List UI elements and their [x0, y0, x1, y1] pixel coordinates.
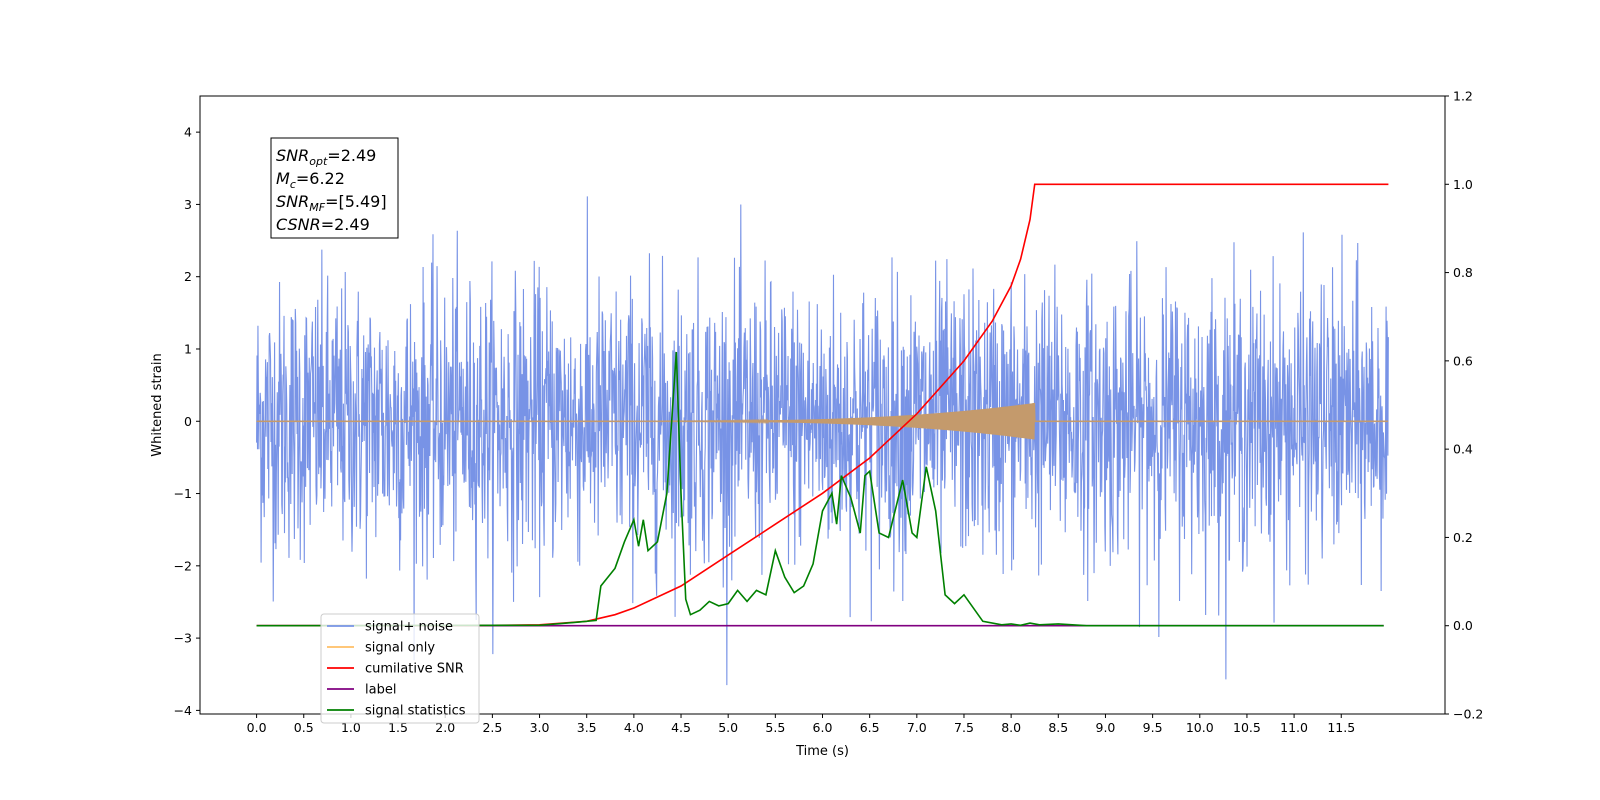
- x-tick-label: 9.5: [1143, 720, 1163, 735]
- y2-tick-label: 0.0: [1453, 618, 1473, 633]
- y2-tick-label: 1.0: [1453, 177, 1473, 192]
- y-tick-label: −2: [174, 558, 192, 573]
- y-tick-label: −3: [174, 631, 192, 646]
- x-tick-label: 8.0: [1001, 720, 1021, 735]
- legend-label: signal statistics: [365, 704, 466, 719]
- legend-label: signal+ noise: [365, 620, 453, 635]
- series-signal-plus-noise: [256, 196, 1389, 686]
- x-tick-label: 7.5: [954, 720, 974, 735]
- x-axis-label: Time (s): [795, 744, 849, 759]
- x-tick-label: 10.5: [1233, 720, 1261, 735]
- x-tick-label: 6.0: [813, 720, 833, 735]
- x-tick-label: 4.5: [671, 720, 691, 735]
- annotation-line: SNRMF=[5.49]: [276, 192, 387, 214]
- x-tick-label: 6.5: [860, 720, 880, 735]
- x-tick-label: 3.5: [577, 720, 597, 735]
- x-tick-label: 2.5: [482, 720, 502, 735]
- y-tick-label: 4: [184, 125, 192, 140]
- y2-tick-label: 0.2: [1453, 530, 1473, 545]
- y-tick-label: −4: [174, 703, 192, 718]
- y-tick-label: 3: [184, 197, 192, 212]
- x-tick-label: 3.0: [530, 720, 550, 735]
- y-axis-label: Whitened strain: [150, 353, 165, 456]
- series-signal-statistics: [256, 351, 1384, 627]
- y2-tick-label: 0.4: [1453, 442, 1473, 457]
- axes-frame: [199, 95, 1446, 715]
- legend: signal+ noise signal only cumilative SNR la…: [320, 613, 480, 724]
- annotation-frame: [270, 137, 399, 239]
- y2-tick-label: 0.6: [1453, 353, 1473, 368]
- x-tick-label: 11.0: [1280, 720, 1308, 735]
- x-tick-label: 1.5: [388, 720, 408, 735]
- x-tick-label: 10.0: [1186, 720, 1214, 735]
- y-tick-label: 0: [184, 414, 192, 429]
- annotation-line: SNRopt=2.49: [276, 146, 376, 168]
- x-tick-label: 9.0: [1096, 720, 1116, 735]
- annotation-line: Mc=6.22: [276, 169, 345, 191]
- x-tick-label: 7.0: [907, 720, 927, 735]
- legend-frame: [320, 613, 480, 724]
- x-tick-label: 0.0: [247, 720, 267, 735]
- x-tick-label: 2.0: [435, 720, 455, 735]
- y2-tick-label: 1.2: [1453, 89, 1473, 104]
- x-axis: 0.0 0.5 1.0 1.5 2.0 2.5 3.0 3.5 4.0 4.5 5.0 5.5 6.0 6…: [247, 714, 1355, 735]
- legend-label: label: [365, 683, 396, 698]
- y-tick-label: −1: [174, 486, 192, 501]
- legend-label: cumilative SNR: [365, 662, 464, 677]
- legend-label: signal only: [365, 641, 435, 656]
- y-axis-left: 4 3 2 1 0 −1 −2 −3 −4: [174, 125, 200, 718]
- x-tick-label: 1.0: [341, 720, 361, 735]
- y-tick-label: 2: [184, 269, 192, 284]
- x-tick-label: 0.5: [294, 720, 314, 735]
- x-tick-label: 8.5: [1048, 720, 1068, 735]
- annotation-line: CSNR=2.49: [276, 215, 370, 234]
- y-tick-label: 1: [184, 341, 192, 356]
- y2-tick-label: −0.2: [1453, 707, 1483, 722]
- x-tick-label: 5.0: [718, 720, 738, 735]
- y2-tick-label: 0.8: [1453, 265, 1473, 280]
- x-tick-label: 4.0: [624, 720, 644, 735]
- x-tick-label: 11.5: [1327, 720, 1355, 735]
- y-axis-right: 1.2 1.0 0.8 0.6 0.4 0.2 0.0 −0.2: [1445, 89, 1483, 722]
- x-tick-label: 5.5: [765, 720, 785, 735]
- series-signal-only: [256, 402, 1389, 440]
